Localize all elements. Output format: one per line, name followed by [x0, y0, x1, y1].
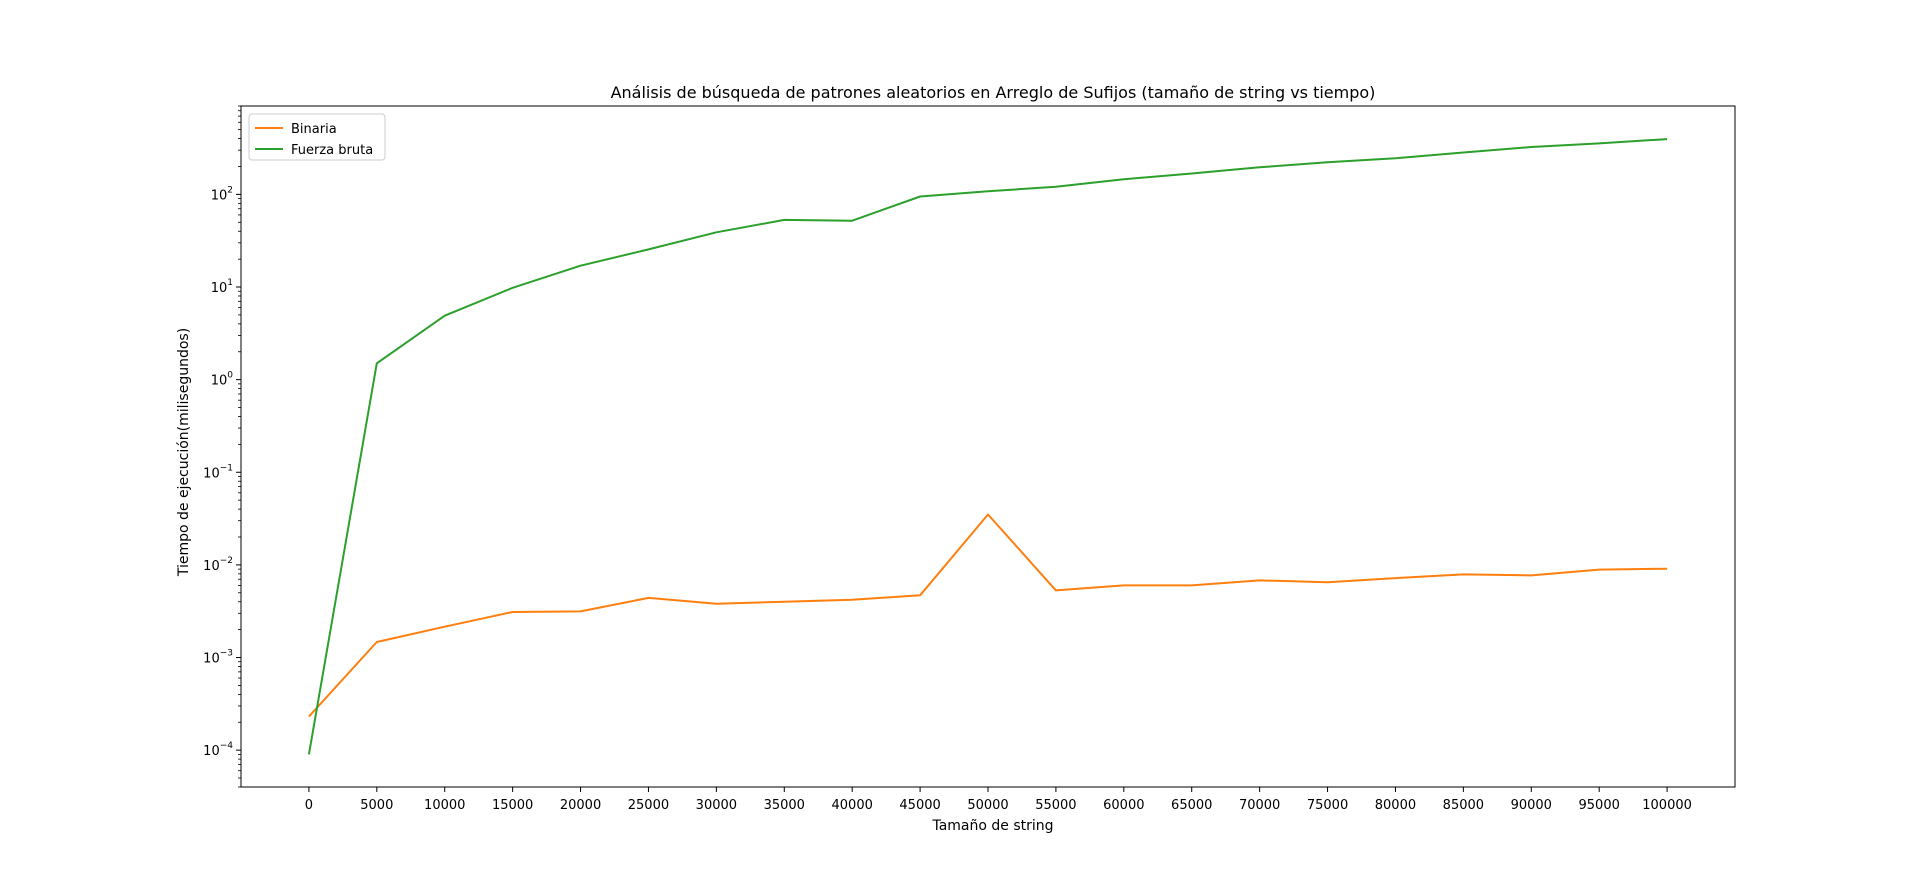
axes-frame — [240, 105, 1736, 788]
x-tick-label: 60000 — [1103, 798, 1144, 813]
y-tick-label: 10−2 — [203, 556, 233, 574]
series-line-1 — [307, 138, 1668, 755]
x-tick-label: 20000 — [560, 798, 601, 813]
x-axis-label: Tamaño de string — [931, 818, 1053, 834]
legend-label-1: Fuerza bruta — [291, 143, 373, 158]
x-tick-label: 55000 — [1035, 798, 1076, 813]
x-tick-label: 70000 — [1239, 798, 1280, 813]
x-tick-label: 0 — [305, 798, 313, 813]
x-tick-label: 75000 — [1307, 798, 1348, 813]
y-tick-label: 10−1 — [203, 463, 233, 481]
x-tick-label: 80000 — [1375, 798, 1416, 813]
x-tick-label: 10000 — [424, 798, 465, 813]
x-tick-label: 50000 — [967, 798, 1008, 813]
y-tick-label: 102 — [211, 185, 233, 203]
x-tick-label: 90000 — [1511, 798, 1552, 813]
series-line-0 — [308, 513, 1668, 718]
y-tick-label: 10−4 — [203, 741, 233, 759]
x-tick-label: 15000 — [492, 798, 533, 813]
x-tick-label: 35000 — [764, 798, 805, 813]
chart-title: Análisis de búsqueda de patrones aleator… — [611, 83, 1376, 102]
y-tick-label: 100 — [211, 371, 234, 389]
x-axis: 0 5000 10000 15000 20000 25000 30000 35000 40000… — [305, 787, 1692, 813]
x-tick-label: 95000 — [1579, 798, 1620, 813]
x-tick-label: 5000 — [360, 798, 393, 813]
plot-area — [240, 105, 1736, 788]
x-tick-label: 65000 — [1171, 798, 1212, 813]
x-tick-label: 100000 — [1642, 798, 1692, 813]
legend-label-0: Binaria — [291, 122, 337, 137]
y-tick-label: 101 — [211, 278, 233, 296]
x-tick-label: 40000 — [832, 798, 873, 813]
x-tick-label: 25000 — [628, 798, 669, 813]
legend: Binaria Fuerza bruta — [248, 113, 386, 161]
x-tick-label: 30000 — [696, 798, 737, 813]
y-axis-label: Tiempo de ejecución(milisegundos) — [176, 328, 192, 577]
x-tick-label: 85000 — [1443, 798, 1484, 813]
y-axis: 10−4 10−3 10−2 10−1 100 101 102 — [203, 105, 241, 788]
x-tick-label: 45000 — [899, 798, 940, 813]
y-tick-label: 10−3 — [203, 649, 233, 667]
